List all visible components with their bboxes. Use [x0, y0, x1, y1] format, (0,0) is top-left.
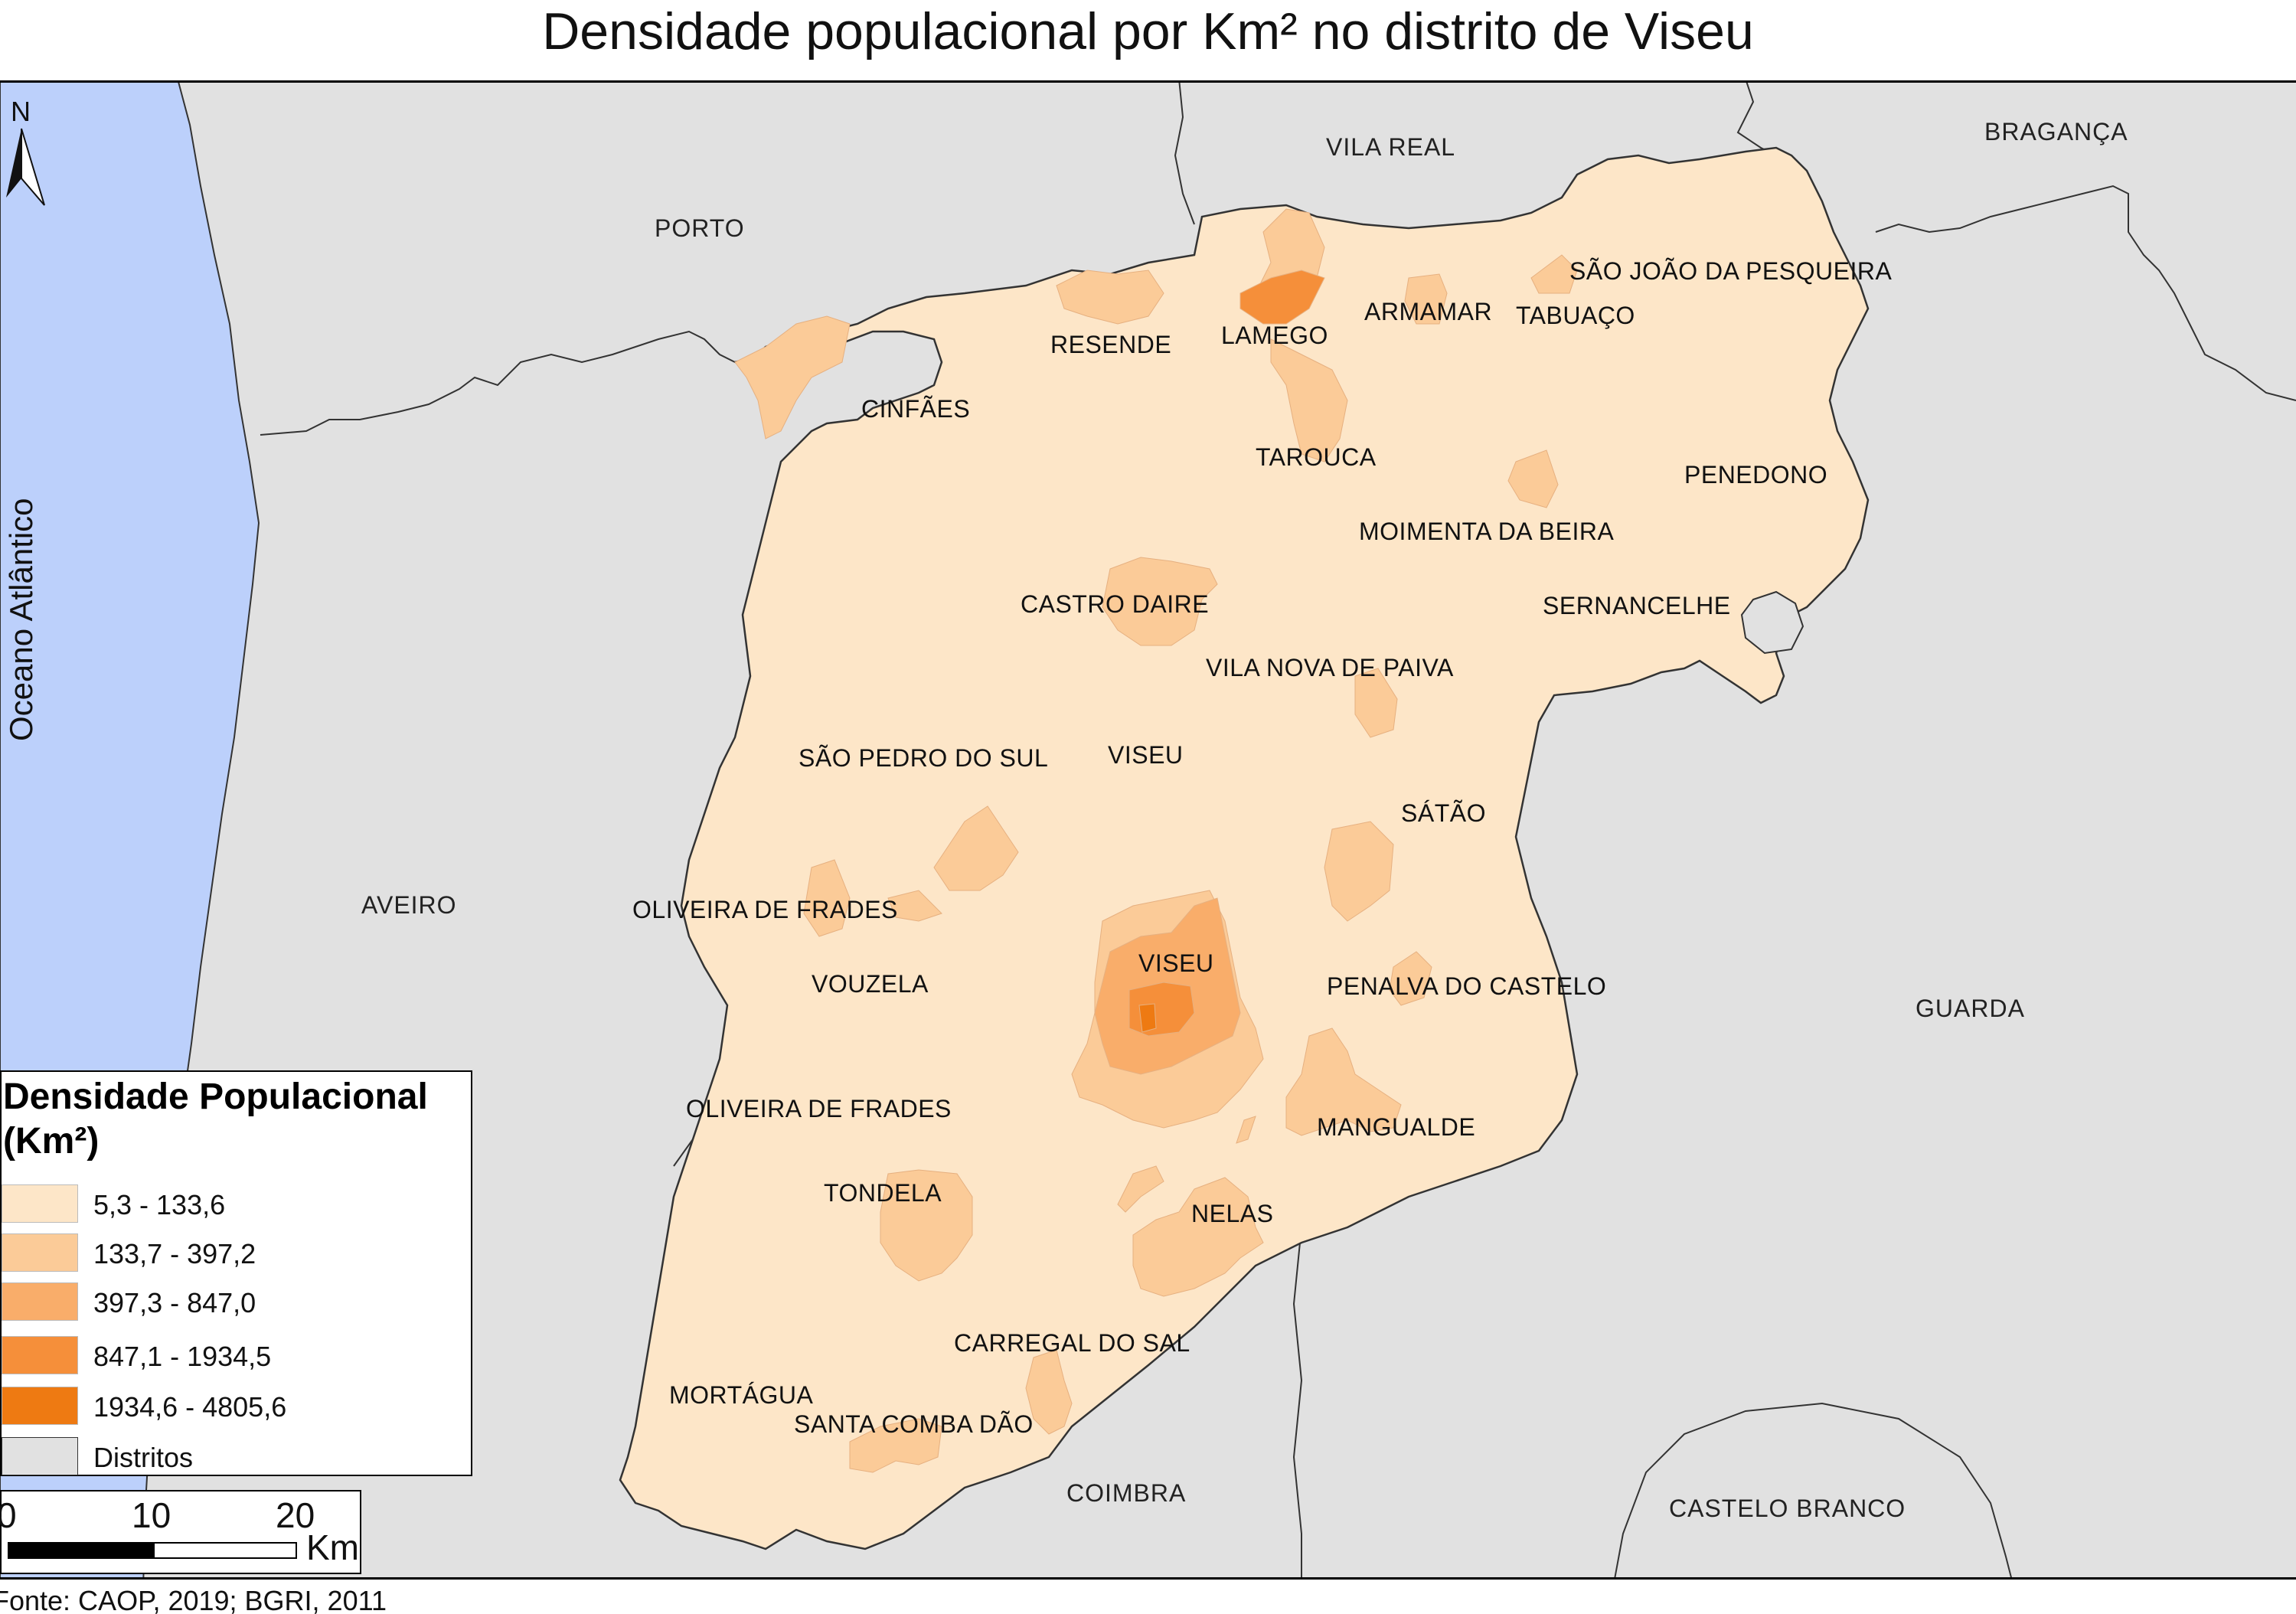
patch-moimenta — [1507, 449, 1559, 508]
district-label: PORTO — [655, 214, 745, 242]
municipality-label: LAMEGO — [1221, 322, 1328, 349]
municipality-label: SÃO PEDRO DO SUL — [799, 744, 1048, 772]
municipality-label: OLIVEIRA DE FRADES — [632, 896, 898, 923]
municipality-label: SERNANCELHE — [1543, 592, 1731, 619]
scale-unit: Km — [306, 1527, 359, 1567]
scale-tick-label: 20 — [276, 1495, 315, 1535]
legend-swatch — [2, 1387, 78, 1425]
municipality-labels: SÃO JOÃO DA PESQUEIRA ARMAMAR TABUAÇO RE… — [632, 257, 1892, 1438]
map-legend: Densidade Populacional (Km²) 5,3 - 133,6… — [0, 1070, 472, 1476]
municipality-label: ARMAMAR — [1364, 298, 1492, 325]
scale-bar: 0 10 20 Km — [0, 1490, 361, 1574]
patch-nelas-1 — [1117, 1165, 1164, 1213]
legend-swatch — [2, 1336, 78, 1374]
patch-armamar — [1404, 273, 1448, 325]
legend-label: 133,7 - 397,2 — [93, 1238, 256, 1269]
municipality-label: CINFÃES — [861, 395, 970, 423]
patch-ofrades-2 — [887, 890, 942, 922]
patch-viseu-core — [1138, 1003, 1157, 1033]
patch-nelas — [1132, 1177, 1264, 1297]
district-label: AVEIRO — [361, 891, 457, 919]
patch-spsul — [933, 805, 1019, 891]
municipality-label: SANTA COMBA DÃO — [794, 1410, 1034, 1438]
legend-swatch — [2, 1437, 78, 1475]
legend-swatch — [2, 1233, 78, 1272]
patch-santa-comba — [849, 1418, 942, 1473]
enclave-hole — [1740, 590, 1804, 655]
district-label: CASTELO BRANCO — [1669, 1495, 1906, 1522]
patch-mangualde-2 — [1236, 1116, 1256, 1144]
municipality-label: VISEU — [1108, 741, 1184, 769]
scale-bar-graphic — [8, 1542, 297, 1559]
patch-tarouca — [1270, 338, 1348, 462]
district-label: BRAGANÇA — [1984, 118, 2128, 145]
scale-tick-label: 0 — [0, 1495, 17, 1535]
district-label: COIMBRA — [1066, 1479, 1186, 1507]
legend-label: 5,3 - 133,6 — [93, 1189, 226, 1220]
municipality-label: VOUZELA — [812, 970, 929, 998]
municipality-label: VILA NOVA DE PAIVA — [1206, 654, 1454, 681]
municipality-label: PENEDONO — [1684, 461, 1827, 488]
municipality-label: MANGUALDE — [1317, 1113, 1475, 1141]
municipality-label: SÁTÃO — [1401, 799, 1486, 827]
municipality-label: RESENDE — [1050, 331, 1171, 358]
municipality-label: PENALVA DO CASTELO — [1327, 972, 1606, 1000]
north-arrow: N — [6, 96, 45, 206]
district-label: GUARDA — [1916, 995, 2025, 1022]
patch-mangualde — [1285, 1028, 1402, 1136]
patch-satao — [1324, 821, 1394, 922]
municipality-label: TAROUCA — [1256, 443, 1377, 471]
legend-label: Distritos — [93, 1442, 194, 1473]
municipality-label: TONDELA — [824, 1179, 942, 1207]
patch-ofrades-1 — [803, 859, 851, 937]
patch-lamego-core — [1239, 270, 1325, 325]
density-patches — [734, 208, 1578, 1473]
patch-penalva — [1389, 951, 1432, 1006]
patch-tondela — [880, 1169, 973, 1282]
scale-tick-label: 10 — [132, 1495, 171, 1535]
municipality-label: TABUAÇO — [1516, 302, 1635, 329]
north-label: N — [11, 96, 31, 127]
municipality-label: MORTÁGUA — [669, 1381, 813, 1409]
legend-title-line2: (Km²) — [3, 1121, 100, 1161]
patch-cinfaes — [734, 315, 851, 439]
map-frame: N Oceano Atlântico PORTO VILA REAL BRAGA… — [0, 80, 2296, 1580]
legend-swatch — [2, 1282, 78, 1321]
legend-swatch — [2, 1184, 78, 1223]
municipality-label: CASTRO DAIRE — [1021, 590, 1209, 618]
municipality-label: MOIMENTA DA BEIRA — [1359, 518, 1614, 545]
district-label: VILA REAL — [1326, 133, 1455, 161]
legend-label: 1934,6 - 4805,6 — [93, 1391, 287, 1423]
legend-label: 847,1 - 1934,5 — [93, 1341, 272, 1372]
map-canvas: N Oceano Atlântico PORTO VILA REAL BRAGA… — [0, 83, 2296, 1577]
legend-title-line1: Densidade Populacional — [3, 1077, 428, 1117]
municipality-label: VISEU — [1138, 949, 1214, 977]
patch-vnpaiva — [1354, 668, 1398, 738]
source-note: Fonte: CAOP, 2019; BGRI, 2011 — [0, 1585, 387, 1614]
municipality-label: SÃO JOÃO DA PESQUEIRA — [1569, 257, 1892, 285]
map-title: Densidade populacional por Km² no distri… — [542, 2, 1754, 60]
municipality-label: NELAS — [1191, 1200, 1273, 1227]
patch-tabuaco — [1530, 254, 1578, 294]
municipality-label: CARREGAL DO SAL — [954, 1329, 1190, 1357]
neighbor-district-labels: PORTO VILA REAL BRAGANÇA AVEIRO GUARDA C… — [361, 118, 2128, 1522]
legend-label: 397,3 - 847,0 — [93, 1287, 256, 1318]
patch-carregal — [1025, 1349, 1073, 1435]
patch-castro-daire — [1102, 557, 1218, 646]
legend-title: Densidade Populacional (Km²) — [3, 1075, 428, 1164]
patch-resende — [1056, 270, 1164, 325]
municipality-label: OLIVEIRA DE FRADES — [686, 1095, 952, 1122]
ocean-label: Oceano Atlântico — [3, 498, 39, 741]
